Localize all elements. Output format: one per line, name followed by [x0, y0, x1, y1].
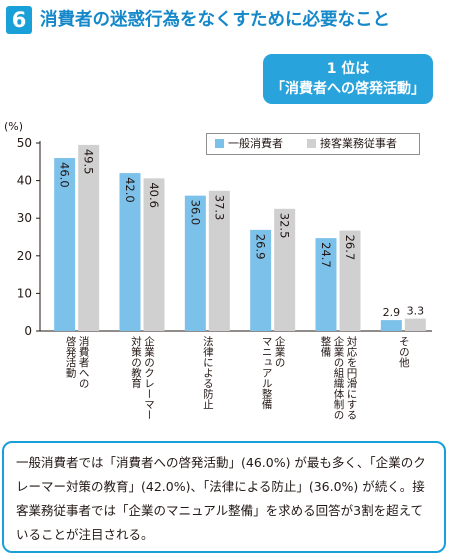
- section-number-badge: 6: [6, 6, 32, 34]
- bar-general: [315, 238, 337, 331]
- bar-general: [250, 229, 272, 331]
- y-tick-label: 40: [17, 174, 32, 188]
- bar-general: [54, 158, 76, 331]
- callout-line-1: 1 位は: [326, 61, 370, 77]
- y-axis-unit-label: (%): [4, 120, 24, 133]
- page-title: 消費者の迷惑行為をなくすために必要なこと: [40, 10, 390, 30]
- bar-value-label: 26.9: [254, 234, 268, 260]
- legend-label-service: 接客業務従事者: [320, 137, 397, 150]
- legend-label-general: 一般消費者: [228, 137, 283, 150]
- bar-general: [184, 195, 206, 331]
- summary-note: 一般消費者では「消費者への啓発活動」(46.0%) が最も多く、「企業のクレーマ…: [2, 441, 446, 553]
- bar-service: [143, 178, 165, 331]
- bar-value-label: 46.0: [58, 162, 72, 188]
- y-tick-label: 10: [17, 286, 32, 300]
- bar-value-label: 3.3: [407, 305, 425, 318]
- y-tick-label: 30: [17, 211, 32, 225]
- bar-value-label: 49.5: [82, 149, 96, 175]
- y-tick-label: 20: [17, 249, 32, 263]
- legend-swatch-service: [307, 139, 316, 148]
- legend-item-service: 接客業務従事者: [307, 134, 397, 154]
- category-labels: 消費者への 啓発活動 企業のクレーマー 対策の教育 法律による防止 企業の マニュアル…: [0, 336, 450, 436]
- rank-callout: 1 位は 「消費者への啓発活動」: [263, 54, 433, 104]
- category-label: 企業のクレーマー 対策の教育: [130, 336, 155, 420]
- bar-general: [380, 320, 402, 331]
- bar-service: [78, 144, 100, 331]
- bar-service: [208, 190, 230, 331]
- callout-line-2: 「消費者への啓発活動」: [271, 81, 425, 97]
- y-tick-label: 0: [24, 324, 32, 338]
- bar-general: [119, 173, 141, 331]
- legend-swatch-general: [215, 139, 224, 148]
- bar-service: [274, 208, 296, 331]
- bar-chart: 0 10 20 30 40 50 46.0 49.5 42.0 40.6 36.0 37.3 26.9 3…: [17, 136, 432, 338]
- bar-service: [404, 318, 426, 331]
- legend-item-general: 一般消費者: [215, 134, 283, 154]
- bar-value-label: 42.0: [123, 177, 137, 203]
- category-label: その他: [397, 336, 410, 368]
- bar-value-label: 24.7: [319, 242, 333, 268]
- bar-value-label: 32.5: [278, 213, 292, 239]
- bar-value-label: 26.7: [343, 235, 357, 261]
- bar-service: [339, 230, 361, 331]
- category-label: 法律による防止: [201, 336, 214, 410]
- bar-value-label: 36.0: [188, 200, 202, 226]
- category-label: 企業の マニュアル整備: [260, 336, 286, 410]
- category-label: 対応を円滑にする 企業の組織体制の 整備: [319, 336, 358, 420]
- bar-value-label: 37.3: [212, 195, 226, 221]
- y-tick-label: 50: [17, 136, 32, 150]
- bar-value-label: 40.6: [147, 182, 161, 208]
- category-label: 消費者への 啓発活動: [64, 336, 90, 389]
- bar-value-label: 2.9: [383, 306, 401, 319]
- chart-legend: 一般消費者 接客業務従事者: [206, 133, 420, 155]
